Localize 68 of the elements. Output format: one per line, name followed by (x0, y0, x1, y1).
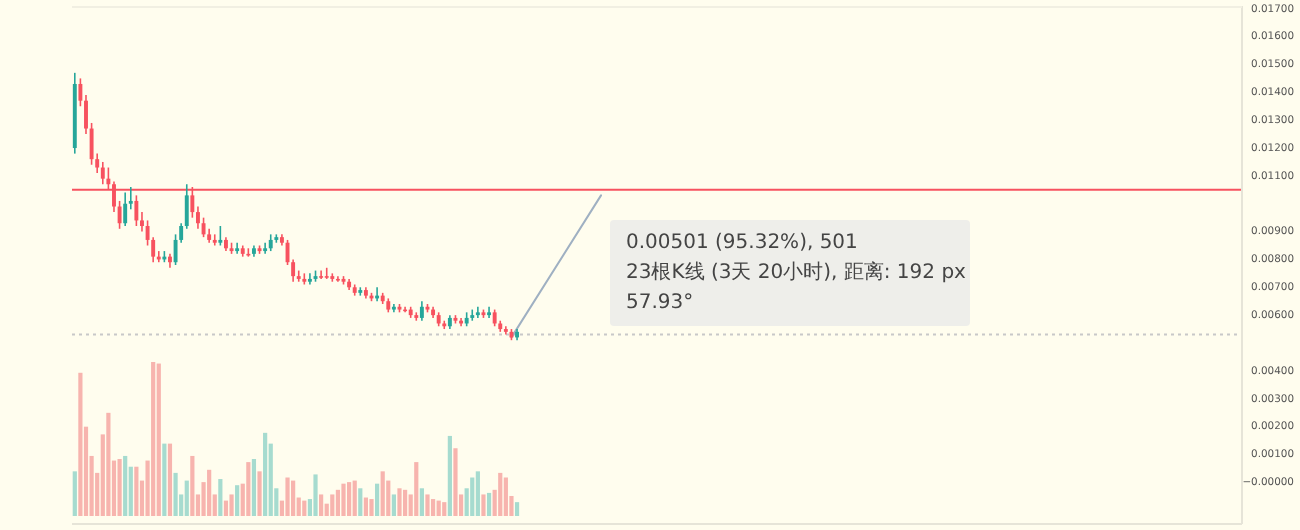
bar (375, 483, 380, 516)
bar (514, 502, 520, 516)
bar (358, 488, 363, 516)
bar (117, 459, 122, 516)
bar (263, 432, 268, 516)
bar (341, 483, 346, 516)
bar (246, 462, 251, 516)
bar (352, 480, 357, 516)
bar (447, 435, 452, 516)
bar (123, 455, 128, 516)
bar (481, 494, 486, 516)
bar (173, 472, 178, 516)
bar (156, 363, 161, 516)
bar (302, 500, 307, 516)
annotation: 23根K线 (3天 20小时), 距离: 192 px (626, 260, 967, 285)
bar (184, 480, 189, 516)
bar (369, 499, 374, 516)
candlestick (414, 311, 419, 322)
bar (218, 479, 223, 516)
bar (190, 455, 195, 516)
candlestick (503, 325, 508, 336)
candlestick (324, 266, 329, 280)
bar (313, 474, 318, 516)
bar (207, 469, 212, 516)
bar (430, 499, 436, 516)
candlestick (123, 191, 128, 227)
bar (470, 477, 475, 516)
candlestick (212, 233, 217, 247)
bar (414, 462, 419, 516)
bar (503, 477, 508, 516)
bar (453, 448, 458, 516)
bar (167, 443, 173, 516)
bar (380, 471, 385, 516)
bar (498, 472, 503, 516)
bar (402, 489, 408, 516)
bar (78, 372, 83, 516)
bar (419, 488, 424, 516)
bar (486, 492, 492, 516)
bar (425, 494, 430, 516)
annotation: 0.00501 (95.32%), 501 (626, 232, 858, 255)
bar (162, 443, 167, 516)
candlestick (134, 194, 139, 227)
bar (335, 489, 341, 516)
bar (72, 471, 77, 516)
bar (235, 485, 240, 516)
bar (257, 471, 262, 516)
bar (251, 459, 257, 516)
bar (151, 362, 156, 516)
bar (319, 494, 324, 516)
bar (391, 494, 396, 516)
candlestick (218, 225, 223, 247)
bar (285, 477, 290, 516)
bar (330, 494, 335, 516)
bar (229, 494, 234, 516)
bar (397, 488, 402, 516)
bar (134, 466, 139, 516)
annotation: 57.93° (626, 292, 694, 315)
bar (436, 500, 441, 516)
bar (106, 412, 111, 516)
candlestick (419, 300, 424, 322)
bar (475, 471, 480, 516)
bar (347, 482, 352, 516)
bar (442, 502, 447, 516)
bar (291, 480, 296, 516)
candlestick (319, 269, 324, 280)
bar (223, 500, 229, 516)
candlestick (100, 161, 105, 186)
bar (363, 497, 368, 516)
